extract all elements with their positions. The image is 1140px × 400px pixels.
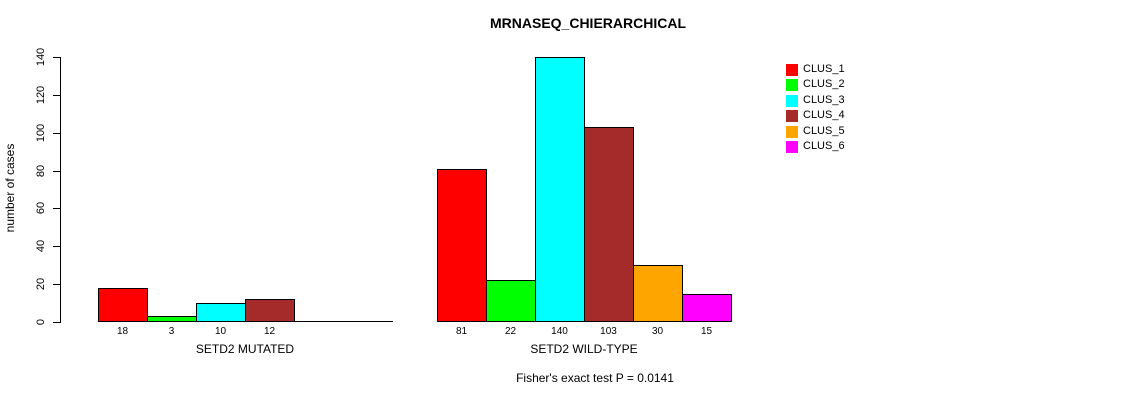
bar-group2-clus2 <box>486 280 536 322</box>
y-tick-label: 60 <box>35 201 47 215</box>
bar-value-label: 30 <box>651 326 664 337</box>
y-tick-label: 100 <box>35 123 47 143</box>
y-tick-label: 20 <box>35 277 47 291</box>
bar-group1-clus1 <box>98 288 148 322</box>
y-tick-mark <box>53 322 60 323</box>
bar-value-label: 140 <box>551 326 568 337</box>
bar-group1-clus4 <box>245 299 295 322</box>
group-label-2: SETD2 WILD-TYPE <box>530 342 638 356</box>
y-tick-label: 40 <box>35 239 47 253</box>
y-tick-label: 0 <box>35 318 47 326</box>
legend-entry-label: CLUS_3 <box>803 94 845 106</box>
bar-value-label: 81 <box>455 326 468 337</box>
y-tick-label: 140 <box>35 47 47 67</box>
legend-swatch-1 <box>786 64 798 76</box>
y-tick-mark <box>53 246 60 247</box>
legend-entry-label: CLUS_2 <box>803 78 845 90</box>
y-tick-mark <box>53 208 60 209</box>
legend-swatch-3 <box>786 95 798 107</box>
bar-group1-clus2 <box>147 316 197 322</box>
y-tick-mark <box>53 171 60 172</box>
chart-title: MRNASEQ_CHIERARCHICAL <box>489 15 686 31</box>
bar-value-label: 103 <box>600 326 617 337</box>
legend-entry-label: CLUS_6 <box>803 140 845 152</box>
bar-value-label: 15 <box>700 326 713 337</box>
y-tick-mark <box>53 284 60 285</box>
y-tick-label: 80 <box>35 164 47 178</box>
bar-group2-clus5 <box>633 265 683 322</box>
bar-group2-clus6 <box>682 294 732 322</box>
y-tick-mark <box>53 95 60 96</box>
legend-swatch-5 <box>786 126 798 138</box>
bar-group2-clus4 <box>584 127 634 322</box>
bar-group2-clus1 <box>437 169 487 322</box>
y-tick-label: 120 <box>35 85 47 105</box>
y-tick-mark <box>53 133 60 134</box>
fisher-test-annotation: Fisher's exact test P = 0.0141 <box>516 371 674 385</box>
legend-swatch-4 <box>786 110 798 122</box>
legend-swatch-6 <box>786 141 798 153</box>
legend-entry-label: CLUS_5 <box>803 125 845 137</box>
bar-value-label: 18 <box>116 326 129 337</box>
bar-value-label: 3 <box>168 326 175 337</box>
legend-swatch-2 <box>786 79 798 91</box>
bar-value-label: 10 <box>214 326 227 337</box>
y-tick-mark <box>53 57 60 58</box>
bar-group2-clus3 <box>535 57 585 322</box>
legend-entry-label: CLUS_1 <box>803 63 845 75</box>
legend-entry-label: CLUS_4 <box>803 109 845 121</box>
y-axis-label: number of cases <box>3 143 17 233</box>
bar-value-label: 12 <box>263 326 276 337</box>
y-axis-line <box>60 57 61 323</box>
bar-value-label: 22 <box>504 326 517 337</box>
group-label-1: SETD2 MUTATED <box>195 342 295 356</box>
bar-group1-clus3 <box>196 303 246 322</box>
